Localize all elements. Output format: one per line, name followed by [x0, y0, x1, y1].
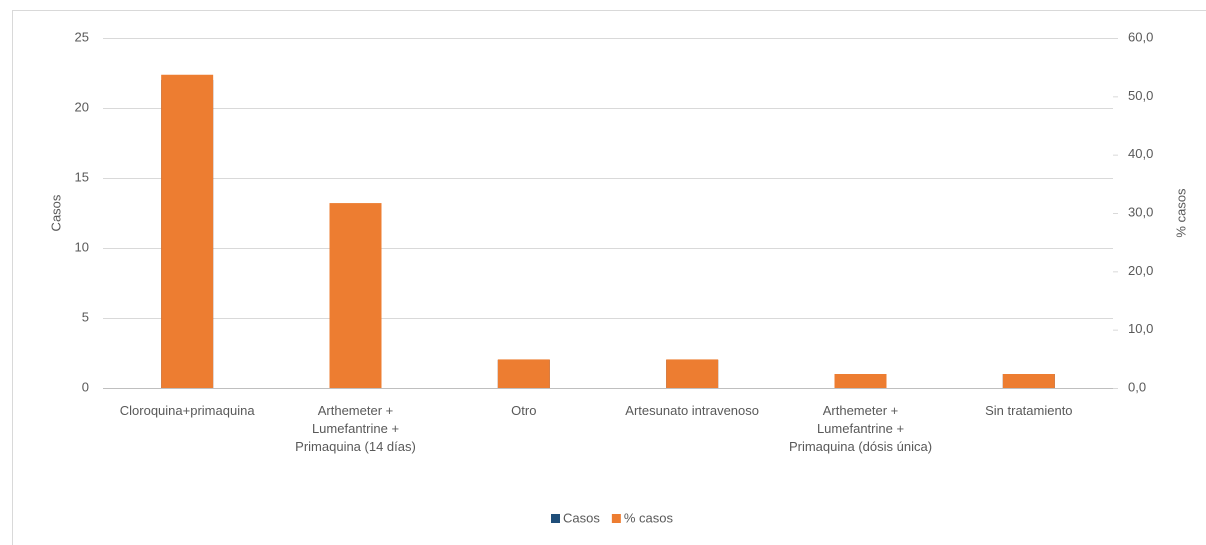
bar [1002, 374, 1055, 388]
bar [161, 74, 214, 388]
x-tick-label: Otro [511, 403, 537, 418]
bar [329, 203, 382, 388]
legend-marker [551, 514, 560, 523]
y-tick-label: 0 [82, 379, 89, 394]
bar [666, 359, 719, 388]
legend-label: % casos [624, 510, 674, 525]
y-tick-label: 25 [75, 29, 89, 44]
y2-tick-label: 60,0 [1128, 29, 1153, 44]
y2-axis-title: % casos [1173, 188, 1188, 238]
y2-tick-label: 0,0 [1128, 379, 1146, 394]
y2-tick-label: 50,0 [1128, 88, 1153, 103]
legend-label: Casos [563, 510, 600, 525]
y-tick-label: 20 [75, 99, 89, 114]
y-tick-label: 10 [75, 239, 89, 254]
x-tick-label: Artesunato intravenoso [625, 403, 759, 418]
x-tick-label: Arthemeter + Lumefantrine + Primaquina (… [295, 403, 416, 454]
y-axis-title: Casos [48, 194, 63, 231]
chart-border [12, 10, 1206, 545]
y-tick-label: 5 [82, 309, 89, 324]
y-tick-label: 15 [75, 169, 89, 184]
bar [497, 359, 550, 388]
x-tick-label: Cloroquina+primaquina [119, 403, 255, 418]
y2-tick-label: 30,0 [1128, 204, 1153, 219]
y2-tick-label: 10,0 [1128, 321, 1153, 336]
bar [834, 374, 887, 388]
legend-marker [611, 514, 621, 523]
x-tick-label: Sin tratamiento [985, 403, 1073, 418]
y2-tick-label: 40,0 [1128, 146, 1153, 161]
y2-tick-label: 20,0 [1128, 263, 1153, 278]
x-tick-label: Arthemeter + Lumefantrine + Primaquina (… [788, 403, 933, 454]
